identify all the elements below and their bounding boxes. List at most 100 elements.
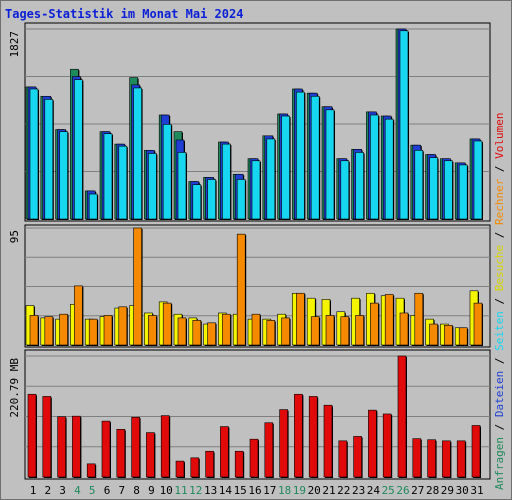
bar-seiten-day-24	[370, 114, 379, 220]
bar-seiten-day-8	[133, 87, 142, 220]
bar-volumen-day-24	[368, 409, 377, 478]
xtick-day-22: 22	[337, 484, 350, 497]
legend-right: Anfragen / Dateien / Seiten / Besuche / …	[493, 112, 506, 490]
legend-separator: /	[493, 225, 506, 245]
legend-separator: /	[493, 417, 506, 437]
bar-seiten-day-2	[44, 99, 54, 220]
bar-volumen-day-11	[175, 460, 185, 478]
bar-rechner-day-15	[236, 233, 246, 346]
legend-separator: /	[493, 351, 506, 371]
bar-rechner-day-6	[103, 315, 113, 346]
bar-rechner-day-22	[340, 316, 350, 346]
bar-seiten-day-5	[88, 193, 98, 220]
xtick-day-11: 11	[174, 484, 187, 497]
bar-volumen-day-6	[101, 420, 111, 478]
bar-seiten-day-13	[207, 179, 216, 220]
xtick-day-30: 30	[456, 484, 469, 497]
bar-rechner-day-18	[281, 317, 290, 346]
xtick-day-17: 17	[263, 484, 276, 497]
bar-volumen-day-18	[279, 409, 288, 478]
bar-volumen-day-5	[86, 463, 96, 478]
bar-seiten-day-18	[281, 115, 290, 220]
bar-rechner-day-26	[399, 312, 409, 346]
bar-rechner-day-12	[192, 320, 202, 346]
bar-rechner-day-29	[444, 324, 453, 346]
bar-rechner-day-31	[473, 302, 483, 346]
bar-seiten-day-25	[384, 118, 394, 220]
xtick-day-31: 31	[470, 484, 483, 497]
xtick-day-14: 14	[219, 484, 233, 497]
bar-rechner-day-8	[133, 227, 142, 346]
bar-rechner-day-9	[148, 315, 157, 346]
bar-rechner-day-21	[325, 315, 335, 346]
bar-rechner-day-28	[429, 323, 438, 346]
bar-rechner-day-23	[355, 315, 364, 346]
bar-volumen-day-1	[27, 393, 37, 478]
bar-seiten-day-10	[162, 124, 172, 220]
bar-seiten-day-7	[118, 145, 128, 220]
bar-rechner-day-24	[370, 302, 379, 346]
bar-volumen-day-16	[249, 438, 259, 478]
bar-rechner-day-16	[251, 313, 261, 346]
bar-volumen-day-8	[131, 416, 140, 478]
bar-seiten-day-23	[355, 152, 364, 220]
bar-rechner-day-27	[414, 292, 424, 346]
bar-seiten-day-28	[429, 157, 438, 220]
ymax-label-middle: 95	[8, 230, 21, 243]
xtick-day-12: 12	[189, 484, 202, 497]
legend-seiten: Seiten	[493, 311, 506, 351]
legend-anfragen: Anfragen	[493, 437, 506, 490]
bar-volumen-day-12	[190, 457, 200, 478]
xtick-day-18: 18	[278, 484, 291, 497]
bar-volumen-day-17	[264, 422, 274, 478]
xtick-day-27: 27	[411, 484, 424, 497]
bar-seiten-day-21	[325, 109, 335, 220]
xtick-day-16: 16	[248, 484, 261, 497]
bar-rechner-day-10	[162, 302, 172, 346]
bar-volumen-day-19	[294, 393, 303, 478]
bar-rechner-day-14	[222, 313, 231, 346]
bar-seiten-day-29	[444, 160, 453, 220]
xtick-day-15: 15	[234, 484, 247, 497]
bar-seiten-day-4	[74, 79, 83, 220]
xtick-day-13: 13	[204, 484, 217, 497]
bar-seiten-day-12	[192, 184, 202, 220]
bar-seiten-day-6	[103, 133, 113, 220]
xtick-day-2: 2	[44, 484, 51, 497]
xtick-day-28: 28	[426, 484, 439, 497]
xtick-day-9: 9	[148, 484, 155, 497]
xtick-day-6: 6	[104, 484, 111, 497]
bar-rechner-day-11	[177, 317, 187, 346]
xtick-day-21: 21	[322, 484, 335, 497]
legend-rechner: Rechner	[493, 178, 506, 225]
bar-volumen-day-27	[412, 438, 422, 478]
xtick-day-29: 29	[441, 484, 454, 497]
bar-volumen-day-21	[323, 404, 333, 478]
xtick-day-10: 10	[160, 484, 173, 497]
xtick-day-19: 19	[293, 484, 306, 497]
bar-volumen-day-10	[160, 415, 170, 478]
xtick-day-4: 4	[74, 484, 81, 497]
xtick-day-7: 7	[118, 484, 125, 497]
bar-volumen-day-29	[442, 440, 451, 478]
bar-rechner-day-3	[59, 313, 68, 346]
bar-seiten-day-30	[458, 164, 468, 220]
bar-seiten-day-19	[296, 91, 305, 220]
bar-seiten-day-1	[29, 88, 39, 220]
bar-rechner-day-17	[266, 320, 276, 346]
bar-seiten-day-9	[148, 153, 157, 220]
bar-seiten-day-11	[177, 152, 187, 220]
bar-volumen-day-23	[353, 436, 362, 478]
bar-seiten-day-20	[310, 95, 320, 220]
bar-rechner-day-1	[29, 315, 39, 346]
xtick-day-23: 23	[352, 484, 365, 497]
bar-rechner-day-30	[458, 327, 468, 346]
bar-rechner-day-5	[88, 318, 98, 346]
xtick-day-26: 26	[396, 484, 409, 497]
legend-besuche: Besuche	[493, 245, 506, 291]
xtick-day-20: 20	[308, 484, 321, 497]
bar-volumen-day-7	[116, 429, 126, 478]
chart-title: Tages-Statistik im Monat Mai 2024	[5, 7, 244, 21]
bar-volumen-day-13	[205, 450, 214, 478]
